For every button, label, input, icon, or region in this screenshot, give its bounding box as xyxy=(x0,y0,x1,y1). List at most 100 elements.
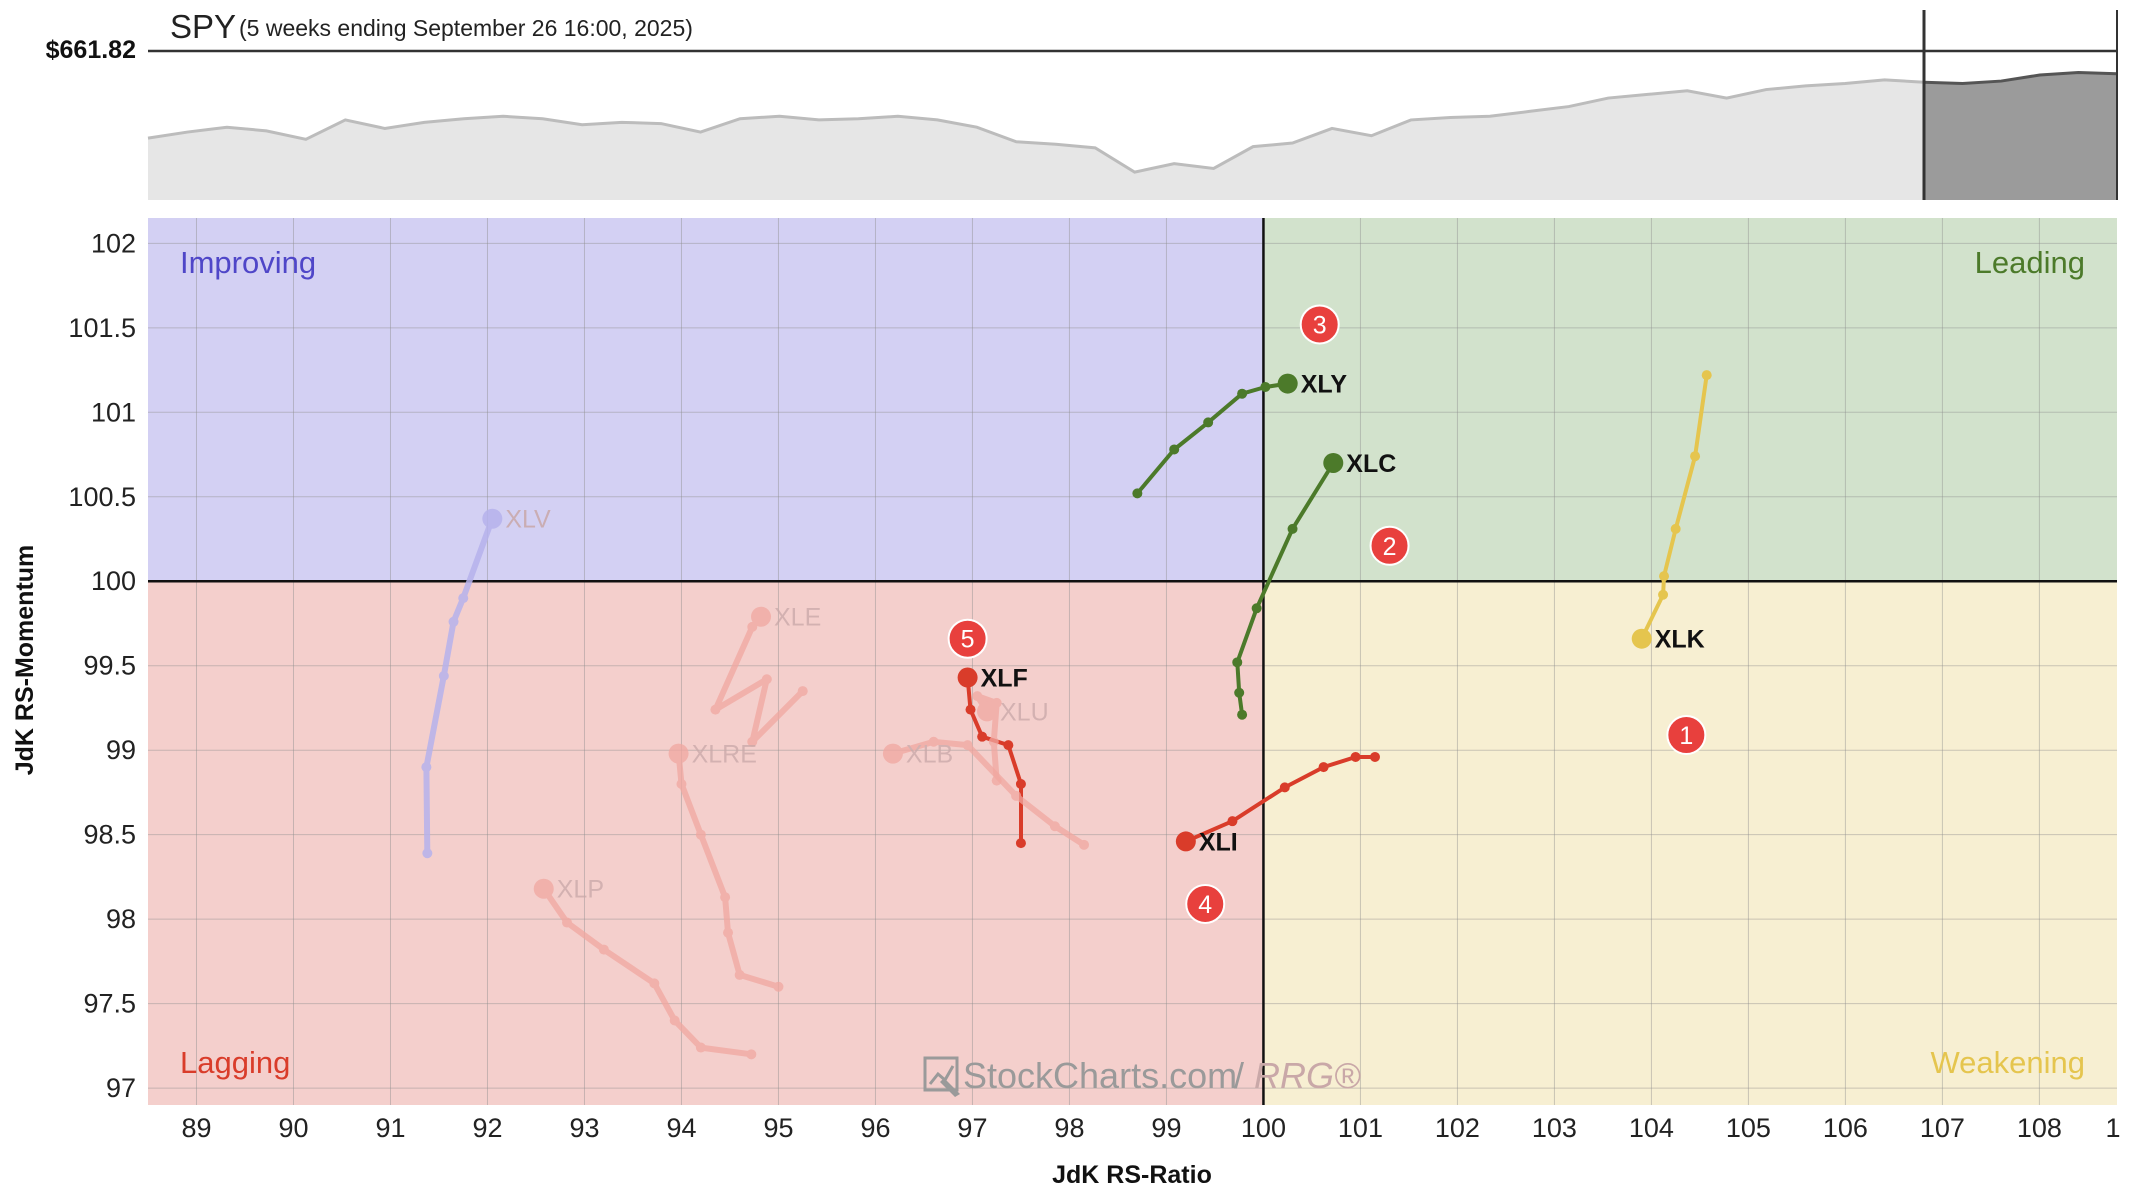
price-area-selected xyxy=(1924,72,2117,200)
series-label: XLK xyxy=(1655,626,1705,654)
tail-point xyxy=(669,1015,680,1026)
tail-point xyxy=(695,1042,706,1053)
tail-point xyxy=(1318,762,1329,773)
tail-point xyxy=(773,981,784,992)
tail-point xyxy=(1658,589,1669,600)
y-tick-label: 98 xyxy=(106,904,136,934)
tail-point xyxy=(1701,370,1712,381)
quadrant-label-weakening: Weakening xyxy=(1930,1045,2085,1080)
x-tick-label: 102 xyxy=(1435,1113,1480,1143)
tail-point xyxy=(747,736,758,747)
badge-circle xyxy=(1369,525,1410,566)
tail-point xyxy=(1659,571,1670,582)
tail-point xyxy=(720,892,731,903)
price-label: $661.82 xyxy=(46,36,136,64)
head-point xyxy=(1631,628,1652,649)
x-tick-label: 106 xyxy=(1823,1113,1868,1143)
tail-point xyxy=(972,691,983,702)
tail-point xyxy=(676,778,687,789)
x-tick-label: 98 xyxy=(1054,1113,1084,1143)
tail-line xyxy=(1639,373,1709,641)
y-tick-label: 97.5 xyxy=(83,989,136,1019)
series-label: XLE xyxy=(774,604,821,632)
series-layer: XLK XLC XLY XLI XLF XLV XLE XLU XLB XLRE XLP xyxy=(421,370,1712,1060)
tail-point xyxy=(1015,838,1026,849)
x-tick-label: 104 xyxy=(1629,1113,1674,1143)
badge-circle xyxy=(1666,714,1707,755)
tail-line xyxy=(889,738,1087,848)
x-tick-label: 99 xyxy=(1151,1113,1181,1143)
price-line xyxy=(147,78,1925,174)
series-xlre[interactable]: XLRE xyxy=(668,741,784,992)
tail-point xyxy=(1237,388,1248,399)
tail-point xyxy=(962,740,973,751)
quadrant-leading xyxy=(1263,218,2117,582)
series-xlv[interactable]: XLV xyxy=(421,506,551,859)
tail-point xyxy=(1260,381,1271,392)
chart-subtitle: (5 weeks ending September 26 16:00, 2025… xyxy=(239,15,693,41)
tail-point xyxy=(1279,782,1290,793)
quadrant-improving xyxy=(148,218,1264,582)
series-xly[interactable]: XLY xyxy=(1132,371,1347,499)
y-tick-label: 102 xyxy=(91,228,136,258)
x-tick-label: 90 xyxy=(278,1113,308,1143)
price-strip xyxy=(147,10,2118,200)
y-tick-label: 100 xyxy=(91,566,136,596)
watermark-text: StockCharts.com xyxy=(963,1055,1237,1096)
head-point xyxy=(751,606,772,627)
y-tick-label: 101.5 xyxy=(68,313,136,343)
series-xle[interactable]: XLE xyxy=(710,604,821,747)
quadrant-weakening xyxy=(1263,581,2117,1105)
tail-point xyxy=(562,917,573,928)
tail-point xyxy=(1003,740,1014,751)
annotation-badge: 5 xyxy=(947,618,988,659)
head-point xyxy=(957,667,978,688)
tail-point xyxy=(1227,816,1238,827)
annotation-badge: 2 xyxy=(1369,525,1410,566)
quadrant-backgrounds xyxy=(148,218,2117,1105)
axis-ticks: 89 90 91 92 93 94 95 96 97 98 99 100 101 102 103 104 105… xyxy=(68,228,2120,1143)
x-tick-label: 103 xyxy=(1532,1113,1577,1143)
annotation-layer: 1 2 3 4 5 xyxy=(947,304,1707,924)
series-label: XLU xyxy=(1000,698,1049,726)
tail-point xyxy=(1049,821,1060,832)
tail-point xyxy=(1369,751,1380,762)
tail-point xyxy=(1232,657,1243,668)
y-tick-label: 97 xyxy=(106,1073,136,1103)
head-point xyxy=(977,701,998,722)
x-tick-label: 94 xyxy=(666,1113,696,1143)
x-tick-label: 100 xyxy=(1241,1113,1286,1143)
tail-point xyxy=(761,674,772,685)
badge-label: 2 xyxy=(1383,533,1397,561)
series-xlc[interactable]: XLC xyxy=(1232,450,1396,720)
series-xli[interactable]: XLI xyxy=(1175,751,1380,856)
badge-label: 3 xyxy=(1313,311,1327,339)
watermark-rrg: RRG® xyxy=(1254,1055,1361,1096)
tail-point xyxy=(598,944,609,955)
head-point xyxy=(482,508,503,529)
series-xlb[interactable]: XLB xyxy=(882,736,1090,850)
tail-point xyxy=(1287,523,1298,534)
x-tick-label: 101 xyxy=(1338,1113,1383,1143)
tail-point xyxy=(1234,687,1245,698)
tail-point xyxy=(1350,751,1361,762)
series-xlp[interactable]: XLP xyxy=(533,876,757,1060)
tail-point xyxy=(977,731,988,742)
tail-point xyxy=(448,616,459,627)
x-tick-label: 1 xyxy=(2105,1113,2120,1143)
series-label: XLV xyxy=(505,506,551,534)
series-label: XLB xyxy=(906,741,953,769)
badge-label: 5 xyxy=(961,626,975,654)
y-axis-title: JdK RS-Momentum xyxy=(11,545,39,776)
x-tick-label: 96 xyxy=(860,1113,890,1143)
x-tick-label: 93 xyxy=(569,1113,599,1143)
tail-line xyxy=(423,515,496,857)
series-xlu[interactable]: XLU xyxy=(972,691,1049,786)
tail-point xyxy=(421,762,432,773)
series-xlk[interactable]: XLK xyxy=(1631,370,1712,654)
tail-point xyxy=(1251,603,1262,614)
tail-point xyxy=(1132,488,1143,499)
tail-point xyxy=(1011,790,1022,801)
x-tick-label: 108 xyxy=(2017,1113,2062,1143)
head-point xyxy=(882,743,903,764)
